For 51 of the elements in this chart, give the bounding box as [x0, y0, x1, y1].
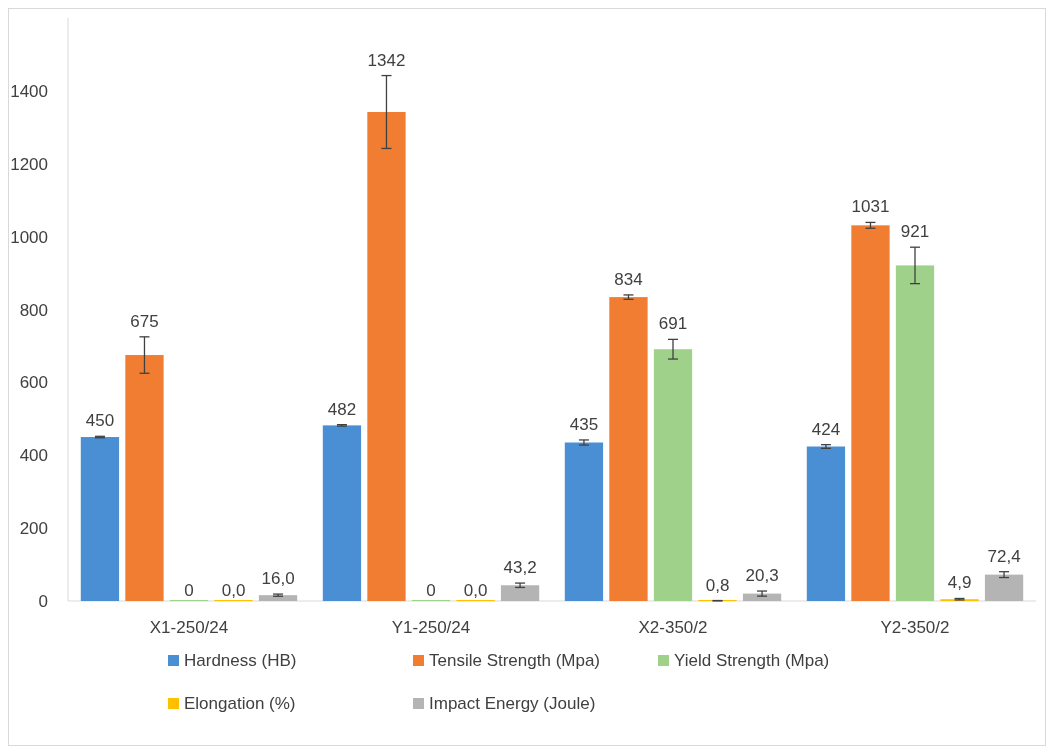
y-tick-label: 1200 [10, 154, 48, 174]
data-label: 0 [426, 581, 436, 600]
data-label: 4,9 [947, 573, 972, 593]
data-label: 72,4 [987, 546, 1021, 566]
x-tick-label: X2-350/2 [638, 618, 708, 637]
data-label: 1342 [367, 50, 406, 70]
legend-label: Impact Energy (Joule) [429, 694, 596, 713]
data-label: 921 [900, 222, 930, 242]
data-label: 0,0 [221, 581, 246, 600]
data-label: 675 [130, 311, 159, 331]
x-tick-label: X1-250/24 [149, 618, 229, 637]
bar [564, 442, 604, 601]
y-tick-label: 200 [19, 519, 48, 539]
data-label: 20,3 [745, 566, 779, 586]
bar [895, 265, 935, 601]
bar [80, 437, 120, 601]
bar [322, 425, 362, 601]
bar [609, 297, 648, 601]
legend-label: Hardness (HB) [184, 651, 297, 670]
y-tick-label: 400 [19, 446, 48, 466]
data-label: 16,0 [261, 569, 295, 589]
bar [258, 595, 298, 601]
x-tick-label: Y1-250/24 [391, 618, 471, 637]
data-label: 0,8 [705, 575, 730, 595]
bar [806, 446, 846, 601]
bar [367, 112, 406, 601]
bar [125, 355, 164, 601]
bar [500, 585, 540, 601]
legend-label: Tensile Strength (Mpa) [429, 651, 601, 670]
data-label: 424 [811, 419, 841, 439]
bar [851, 225, 890, 601]
data-label: 691 [658, 314, 688, 334]
data-label: 482 [327, 399, 357, 419]
data-label: 1031 [851, 197, 890, 217]
y-tick-label: 1000 [10, 227, 48, 247]
bar [984, 574, 1024, 601]
data-label: 435 [569, 414, 599, 434]
x-tick-label: Y2-350/2 [880, 618, 950, 637]
data-label: 43,2 [503, 558, 537, 578]
y-tick-label: 0 [38, 592, 48, 611]
data-label: 0,0 [463, 581, 488, 600]
data-label: 450 [85, 411, 115, 431]
legend-label: Yield Strength (Mpa) [674, 651, 830, 670]
y-tick-label: 600 [19, 373, 48, 393]
legend-label: Elongation (%) [184, 694, 296, 713]
data-label: 834 [614, 269, 643, 289]
bar [653, 349, 693, 601]
bar [742, 593, 782, 601]
y-tick-label: 800 [19, 300, 48, 320]
y-tick-label: 1400 [10, 81, 48, 101]
data-label: 0 [184, 581, 194, 600]
